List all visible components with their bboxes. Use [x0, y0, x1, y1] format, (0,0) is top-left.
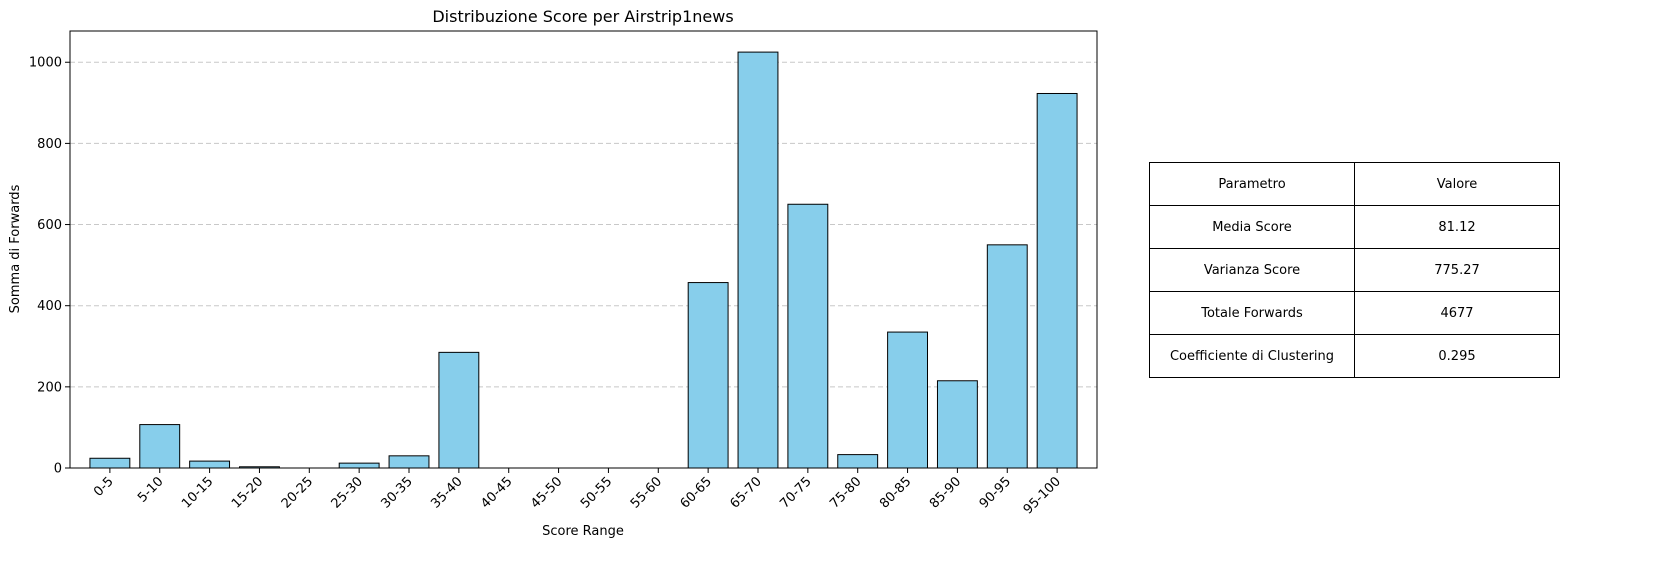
y-tick-label: 600 — [37, 218, 62, 233]
x-tick-label: 5-10 — [135, 474, 166, 505]
x-tick-label: 60-65 — [678, 474, 715, 511]
y-axis-label: Somma di Forwards — [8, 184, 23, 313]
x-tick-label: 10-15 — [179, 474, 216, 511]
table-cell-value: 0.295 — [1354, 334, 1560, 378]
x-tick-label: 80-85 — [877, 474, 914, 511]
plot-frame — [69, 30, 1098, 469]
bar-10-15 — [189, 460, 231, 469]
x-tick-label: 25-30 — [329, 474, 366, 511]
x-tick-label: 55-60 — [628, 474, 665, 511]
x-tick-label: 20-25 — [279, 474, 316, 511]
bar-35-40 — [438, 351, 480, 469]
table-row: Media Score 81.12 — [1149, 205, 1560, 249]
bar-25-30 — [338, 462, 380, 469]
x-tick-label: 30-35 — [379, 474, 416, 511]
table-cell-value: 775.27 — [1354, 248, 1560, 292]
bar-85-90 — [936, 380, 978, 469]
table-cell-value: 81.12 — [1354, 205, 1560, 249]
table-row: Totale Forwards 4677 — [1149, 291, 1560, 335]
x-axis-label: Score Range — [542, 524, 624, 539]
grid-lines — [70, 61, 1097, 388]
chart-title: Distribuzione Score per Airstrip1news — [432, 7, 733, 26]
bar-60-65 — [687, 282, 729, 469]
x-tick-label: 65-70 — [727, 474, 764, 511]
x-tick-label: 90-95 — [977, 474, 1014, 511]
bars — [89, 51, 1078, 469]
stats-table: Parametro Valore Media Score 81.12 Varia… — [1149, 162, 1560, 378]
table-cell-value: 4677 — [1354, 291, 1560, 335]
x-tick-label: 85-90 — [927, 474, 964, 511]
bar-95-100 — [1036, 92, 1078, 469]
x-tick-label: 35-40 — [428, 474, 465, 511]
bar-70-75 — [787, 203, 829, 469]
y-tick-label: 800 — [37, 137, 62, 152]
y-tick-label: 1000 — [29, 56, 62, 71]
bar-0-5 — [89, 457, 131, 469]
table-header-cell: Parametro — [1149, 162, 1355, 206]
x-tick-label: 95-100 — [1021, 474, 1064, 517]
y-tick-label: 400 — [37, 299, 62, 314]
x-tick-label: 0-5 — [91, 474, 117, 500]
x-axis: 0-5 5-10 10-15 15-20 20-25 25-30 30-35 35-40 40-… — [91, 468, 1064, 517]
table-header-row: Parametro Valore — [1149, 162, 1560, 206]
x-tick-label: 50-55 — [578, 474, 615, 511]
y-tick-label: 200 — [37, 380, 62, 395]
table-cell-parameter: Totale Forwards — [1149, 291, 1355, 335]
table-row: Coefficiente di Clustering 0.295 — [1149, 334, 1560, 378]
bar-30-35 — [388, 455, 430, 469]
x-tick-label: 40-45 — [478, 474, 515, 511]
x-tick-label: 15-20 — [229, 474, 266, 511]
y-axis: 0 200 400 600 800 1000 — [29, 56, 70, 477]
table-cell-parameter: Varianza Score — [1149, 248, 1355, 292]
bar-5-10 — [139, 424, 181, 469]
x-tick-label: 45-50 — [528, 474, 565, 511]
x-tick-label: 70-75 — [777, 474, 814, 511]
bar-80-85 — [887, 331, 928, 469]
bar-75-80 — [837, 454, 879, 469]
bar-65-70 — [737, 51, 779, 469]
table-header-cell: Valore — [1354, 162, 1560, 206]
y-tick-label: 0 — [54, 462, 62, 477]
table-row: Varianza Score 775.27 — [1149, 248, 1560, 292]
x-tick-label: 75-80 — [827, 474, 864, 511]
bar-90-95 — [986, 244, 1028, 469]
table-cell-parameter: Coefficiente di Clustering — [1149, 334, 1355, 378]
table-cell-parameter: Media Score — [1149, 205, 1355, 249]
